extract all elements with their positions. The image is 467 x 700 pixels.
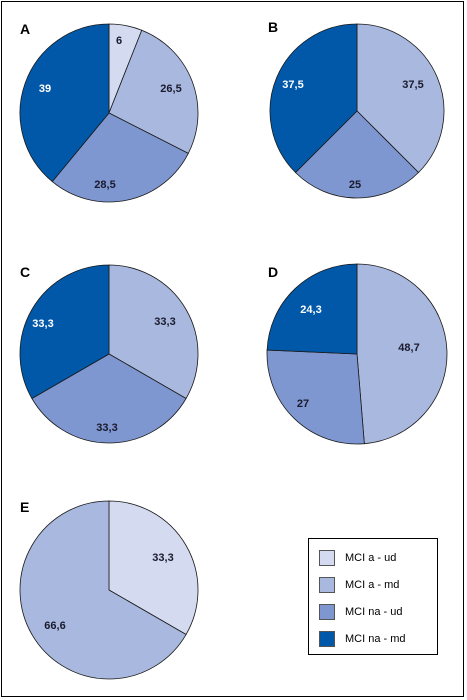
legend-item-mci-a-ud: MCI a - ud — [319, 550, 396, 566]
legend-swatch — [319, 631, 335, 647]
pie-chart-d: D 48,7 27 24,3 — [266, 263, 448, 445]
legend-label: MCI a - md — [345, 579, 400, 591]
pie-slice — [269, 23, 358, 174]
slice-data-label: 37,5 — [282, 79, 303, 91]
panel-label-a: A — [20, 21, 30, 37]
slice-data-label: 39 — [39, 83, 51, 95]
pie-slice — [31, 353, 187, 444]
pie-slice — [108, 264, 199, 400]
legend: MCI a - ud MCI a - md MCI na - ud MCI na… — [308, 538, 438, 655]
slice-data-label: 37,5 — [402, 79, 423, 91]
pie-slice — [266, 349, 365, 445]
legend-item-mci-a-md: MCI a - md — [319, 577, 399, 593]
legend-swatch — [319, 550, 335, 566]
slice-data-label: 33,3 — [154, 316, 175, 328]
pie-slice — [108, 500, 199, 636]
pie-slice — [19, 23, 110, 183]
pie-slice — [356, 263, 448, 445]
slice-data-label: 28,5 — [94, 179, 115, 191]
slice-data-label: 6 — [116, 35, 122, 47]
pie-slice — [294, 110, 420, 199]
pie-chart-b: B 37,5 25 37,5 — [268, 19, 445, 199]
panel-label-b: B — [268, 19, 278, 35]
slice-data-label: 33,3 — [152, 552, 173, 564]
pie-slice — [19, 264, 110, 400]
legend-item-mci-na-md: MCI na - md — [319, 631, 406, 647]
pie-chart-e: E 33,3 66,6 — [19, 499, 199, 680]
legend-swatch — [319, 604, 335, 620]
pie-slice — [266, 263, 358, 355]
pie-slice — [108, 29, 199, 154]
slice-data-label: 33,3 — [96, 422, 117, 434]
slice-data-label: 66,6 — [44, 620, 65, 632]
pie-slice — [356, 23, 445, 174]
slice-data-label: 25 — [349, 179, 361, 191]
slice-data-label: 48,7 — [398, 342, 419, 354]
pie-chart-c: C 33,3 33,3 33,3 — [19, 264, 199, 444]
legend-label: MCI a - ud — [345, 552, 397, 564]
panel-label-e: E — [20, 499, 29, 515]
slice-data-label: 24,3 — [300, 304, 321, 316]
panel-label-d: D — [268, 264, 278, 280]
slice-data-label: 26,5 — [160, 83, 181, 95]
legend-label: MCI na - md — [345, 633, 406, 645]
legend-label: MCI na - ud — [345, 606, 403, 618]
pie-chart-a: A 6 26,5 28,5 39 — [19, 21, 199, 203]
panel-label-c: C — [20, 264, 30, 280]
pie-slice — [19, 500, 187, 680]
legend-item-mci-na-ud: MCI na - ud — [319, 604, 402, 620]
pie-slice — [51, 112, 189, 203]
slice-data-label: 33,3 — [32, 318, 53, 330]
legend-swatch — [319, 577, 335, 593]
slice-data-label: 27 — [297, 398, 309, 410]
